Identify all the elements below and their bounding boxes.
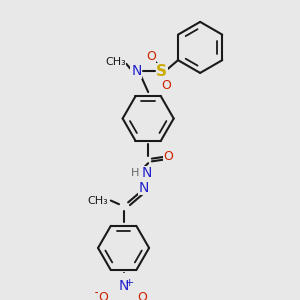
- Text: O: O: [99, 291, 108, 300]
- Text: −: −: [94, 287, 104, 300]
- Text: O: O: [163, 150, 173, 163]
- Text: S: S: [156, 64, 167, 79]
- Text: N: N: [131, 64, 142, 78]
- Text: +: +: [125, 278, 135, 288]
- Text: N: N: [118, 279, 129, 293]
- Text: CH₃: CH₃: [88, 196, 108, 206]
- Text: O: O: [137, 291, 147, 300]
- Text: O: O: [161, 79, 171, 92]
- Text: H: H: [131, 168, 139, 178]
- Text: O: O: [146, 50, 156, 63]
- Text: N: N: [138, 181, 149, 195]
- Text: N: N: [142, 166, 152, 180]
- Text: CH₃: CH₃: [105, 57, 126, 67]
